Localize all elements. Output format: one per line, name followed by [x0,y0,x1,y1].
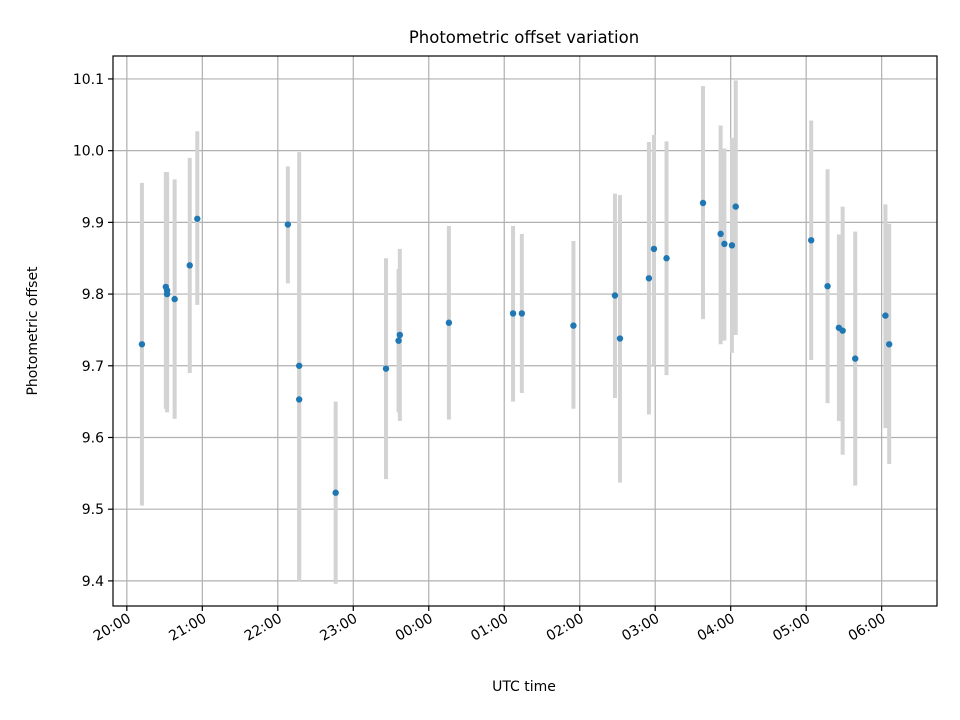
chart-title: Photometric offset variation [409,28,639,47]
data-point [717,230,724,238]
data-point [284,221,292,228]
data-point [663,255,670,262]
data-point [163,287,171,294]
data-point [839,327,846,334]
y-tick-label: 9.5 [82,502,104,518]
data-point [570,322,577,329]
y-tick-label: 10.0 [73,144,104,160]
data-point [445,319,453,326]
data-point [509,310,517,317]
data-point [138,341,146,348]
x-axis-label: UTC time [492,679,556,695]
data-point [645,275,653,282]
data-point [186,262,193,269]
data-point [171,295,178,303]
data-point [824,282,831,290]
data-point [396,331,404,339]
y-tick-label: 9.8 [82,287,104,303]
y-tick-label: 9.9 [82,215,104,231]
y-tick-label: 9.4 [82,574,104,590]
data-point [382,365,390,372]
data-point [332,489,339,496]
data-point [882,312,889,319]
data-point [518,310,526,317]
plot-frame [112,55,938,607]
data-point [728,242,736,249]
data-point [650,245,658,253]
data-point [721,240,728,248]
y-tick-label: 9.7 [82,359,104,375]
y-axis-label: Photometric offset [25,266,41,396]
data-point [295,362,303,369]
data-point [699,199,707,207]
y-axis-ticks: 9.4 9.5 9.6 9.7 9.8 9.9 10.0 10.1 [73,72,113,590]
data-point [616,335,624,342]
data-point [885,341,893,348]
y-tick-label: 9.6 [82,430,104,446]
data-points [138,199,893,496]
y-tick-label: 10.1 [73,72,104,88]
data-point [852,355,859,362]
data-point [732,203,739,210]
data-point [194,215,201,222]
data-point [807,237,815,244]
data-point [395,337,402,344]
grid [113,56,937,606]
data-point [611,292,619,299]
data-point [295,396,303,403]
